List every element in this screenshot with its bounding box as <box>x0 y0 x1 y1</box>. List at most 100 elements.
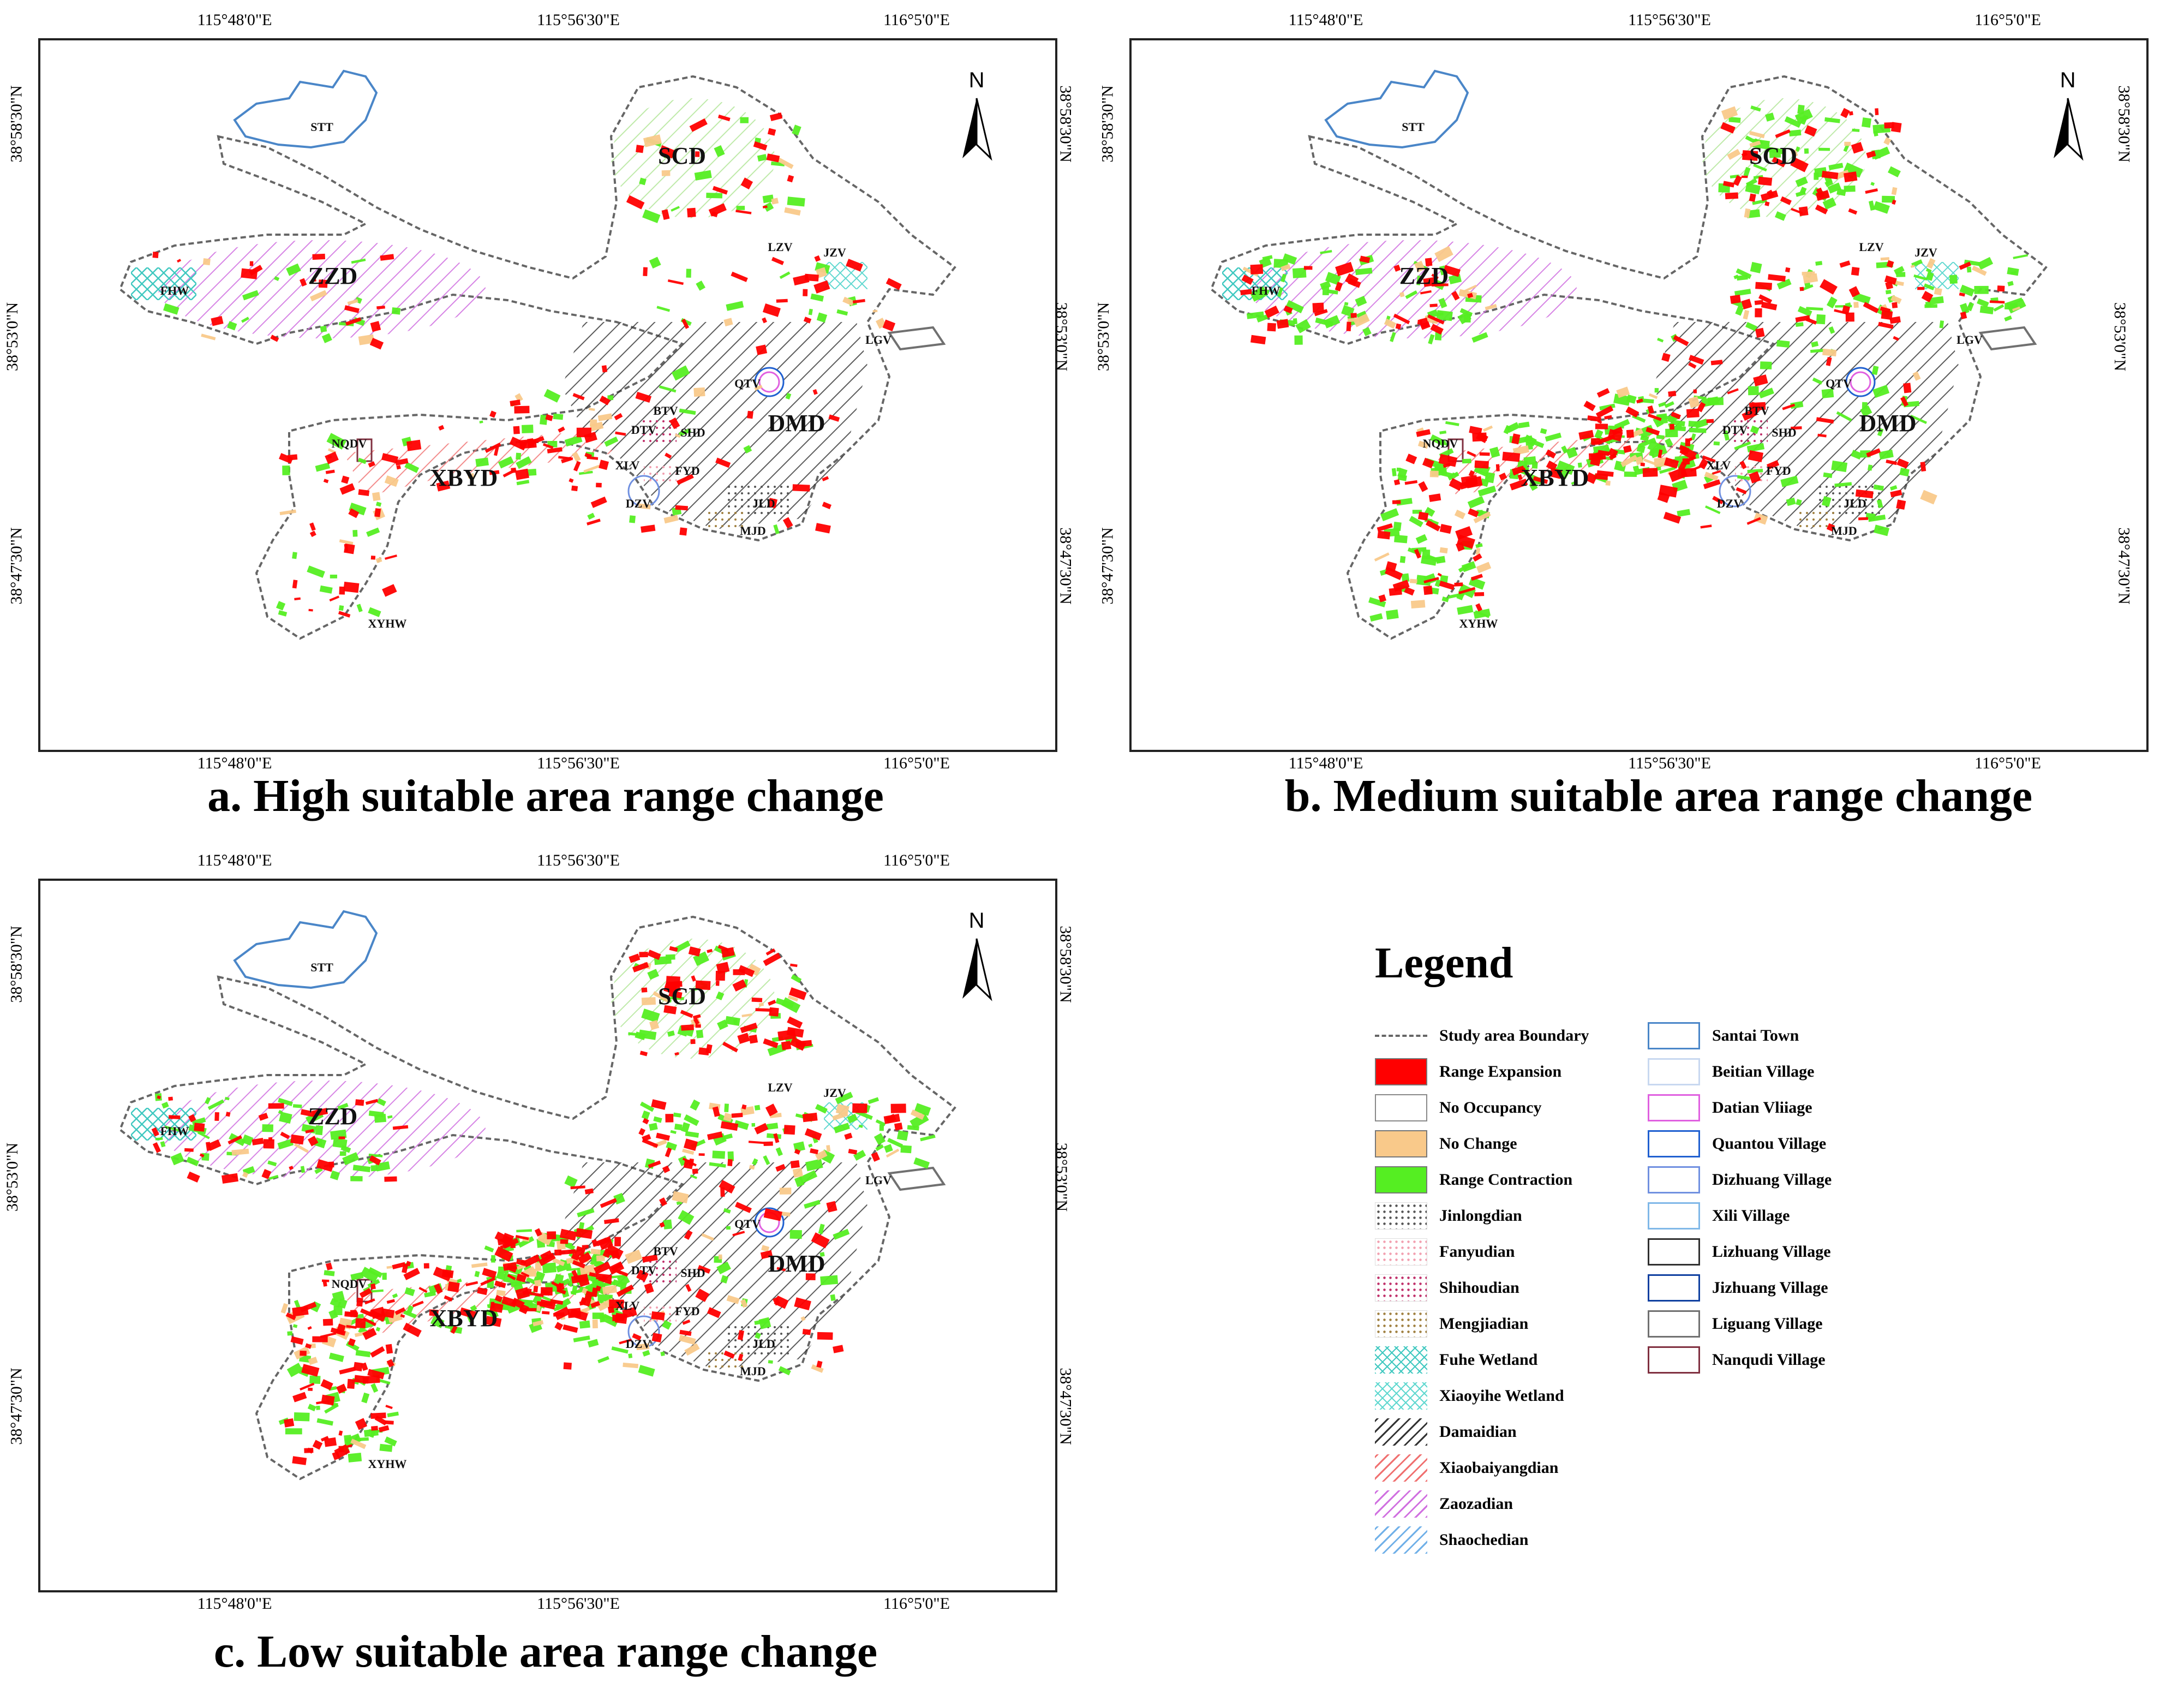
range-contraction-patch <box>1822 197 1836 210</box>
range-expansion-patch <box>507 1274 516 1281</box>
range-expansion-patch <box>689 118 708 132</box>
region-label-dmd: DMD <box>1859 410 1916 437</box>
no-change-patch <box>726 1295 740 1304</box>
range-expansion-patch <box>790 963 798 968</box>
range-contraction-patch <box>1795 322 1804 327</box>
range-contraction-patch <box>374 1114 386 1123</box>
range-expansion-patch <box>1474 460 1489 469</box>
range-contraction-patch <box>1806 307 1823 311</box>
range-expansion-patch <box>1742 408 1757 421</box>
range-contraction-patch <box>170 1153 184 1166</box>
range-contraction-patch <box>1812 377 1823 385</box>
range-expansion-patch <box>199 1153 205 1157</box>
range-expansion-patch <box>1604 415 1612 420</box>
range-expansion-patch <box>1509 479 1528 491</box>
range-contraction-patch <box>1784 116 1802 128</box>
range-expansion-patch <box>1733 175 1742 186</box>
north-arrow-icon: N <box>962 909 992 1001</box>
no-change-patch <box>1853 302 1859 308</box>
village-label-nqdv: NQDV <box>332 437 367 450</box>
no-change-patch <box>815 1150 828 1161</box>
range-expansion-patch <box>760 1250 773 1260</box>
range-expansion-patch <box>803 289 808 296</box>
range-expansion-patch <box>1425 258 1433 267</box>
range-contraction-patch <box>370 1383 379 1393</box>
range-contraction-patch <box>1390 332 1396 342</box>
range-contraction-patch <box>778 1366 791 1376</box>
range-contraction-patch <box>1440 575 1449 583</box>
range-expansion-patch <box>735 210 752 214</box>
range-expansion-patch <box>1451 291 1460 301</box>
range-contraction-patch <box>268 1174 279 1180</box>
range-contraction-patch <box>474 1270 480 1278</box>
range-contraction-patch <box>642 1350 650 1357</box>
legend-label: Damaidian <box>1439 1423 1517 1441</box>
no-change-patch <box>749 1165 755 1170</box>
legend-label: Range Expansion <box>1439 1063 1562 1081</box>
range-contraction-patch <box>1428 334 1435 345</box>
range-expansion-patch <box>1455 526 1473 540</box>
range-expansion-patch <box>768 999 776 1006</box>
range-expansion-patch <box>339 1366 356 1375</box>
range-expansion-patch <box>309 530 316 538</box>
range-expansion-patch <box>715 981 720 986</box>
range-expansion-patch <box>542 1311 550 1315</box>
no-change-patch <box>771 198 779 205</box>
range-contraction-patch <box>1896 272 1906 277</box>
no-change-patch <box>625 1249 643 1264</box>
range-expansion-patch <box>720 1187 725 1197</box>
range-contraction-patch <box>577 1208 595 1217</box>
range-contraction-patch <box>1745 183 1761 194</box>
village-label-dtv: DTV <box>631 423 657 437</box>
range-expansion-patch <box>691 975 696 982</box>
range-expansion-patch <box>643 267 648 277</box>
range-expansion-patch <box>1890 122 1902 133</box>
range-expansion-patch <box>688 946 701 957</box>
no-change-patch <box>826 1145 831 1152</box>
range-contraction-patch <box>1281 273 1287 283</box>
range-contraction-patch <box>715 991 725 1001</box>
range-expansion-patch <box>406 439 422 451</box>
range-contraction-patch <box>1797 306 1812 317</box>
north-arrow-icon: N <box>2054 68 2084 161</box>
range-expansion-patch <box>312 1440 323 1450</box>
region-label-xbyd: XBYD <box>1521 464 1589 491</box>
range-contraction-patch <box>315 1125 324 1136</box>
no-change-patch <box>1475 547 1481 555</box>
range-expansion-patch <box>1858 517 1868 521</box>
range-expansion-patch <box>675 505 689 511</box>
range-expansion-patch <box>611 1249 620 1259</box>
range-expansion-patch <box>817 1332 833 1340</box>
range-expansion-patch <box>489 410 496 418</box>
range-expansion-patch <box>447 1281 460 1293</box>
range-contraction-patch <box>847 1113 858 1124</box>
range-expansion-patch <box>571 1274 589 1284</box>
no-change-patch <box>679 1334 696 1345</box>
range-expansion-patch <box>651 1311 665 1321</box>
range-contraction-patch <box>292 1104 302 1108</box>
no-change-patch <box>693 387 705 397</box>
range-expansion-patch <box>533 1286 538 1293</box>
range-expansion-patch <box>1758 176 1773 186</box>
range-contraction-patch <box>1939 320 1944 329</box>
range-expansion-patch <box>429 1309 439 1316</box>
range-contraction-patch <box>1910 414 1927 424</box>
village-label-dtv: DTV <box>1722 423 1748 437</box>
range-expansion-patch <box>1439 523 1452 534</box>
dizhuang-village-outline <box>1719 475 1751 508</box>
range-expansion-patch <box>559 1228 577 1241</box>
range-contraction-patch <box>1405 290 1418 299</box>
range-expansion-patch <box>305 1129 314 1133</box>
range-expansion-patch <box>1755 308 1762 318</box>
range-expansion-patch <box>381 453 399 464</box>
range-expansion-patch <box>300 1351 307 1356</box>
range-expansion-patch <box>1755 327 1765 338</box>
santai-town-outline <box>1324 69 1469 149</box>
range-expansion-patch <box>400 1314 405 1318</box>
range-expansion-patch <box>225 1112 231 1117</box>
range-expansion-patch <box>1712 470 1721 475</box>
range-contraction-patch <box>292 1324 298 1328</box>
range-expansion-patch <box>740 177 753 190</box>
range-expansion-patch <box>787 1016 803 1029</box>
